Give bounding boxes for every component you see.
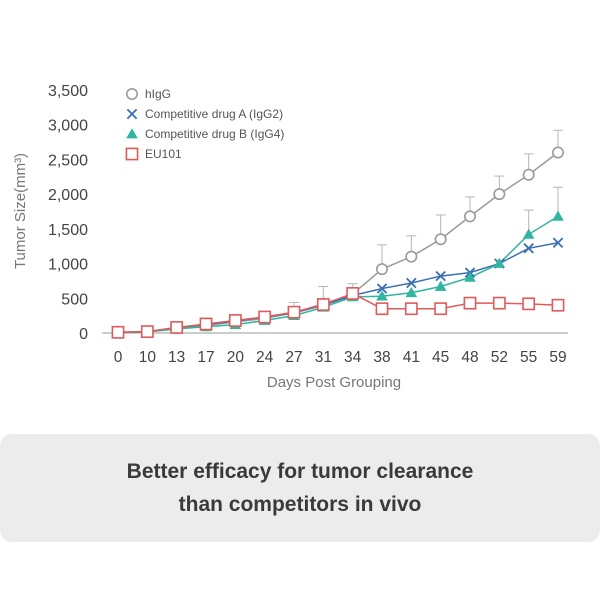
x-tick-label: 34 (344, 349, 362, 366)
x-tick-label: 48 (461, 349, 478, 366)
y-tick-label: 3,000 (48, 118, 88, 135)
y-tick-label: 3,500 (48, 83, 88, 100)
x-tick-label: 38 (373, 349, 390, 366)
legend-label-3: Competitive drug B (IgG4) (145, 127, 284, 141)
legend-marker-4 (125, 147, 139, 161)
x-tick-label: 10 (139, 349, 157, 366)
series-line-1 (117, 151, 559, 334)
y-tick-label: 2,000 (48, 187, 88, 204)
x-tick-label: 0 (114, 349, 123, 366)
data-point-series-4 (111, 325, 125, 339)
data-point-series-4 (228, 314, 242, 327)
legend: hIgG Competitive drug A (IgG2) Competitive… (125, 87, 284, 161)
y-axis-label: Tumor Size(mm³) (12, 153, 29, 269)
data-point-series-3 (405, 286, 418, 298)
data-point-series-1 (493, 188, 506, 201)
x-tick-label: 45 (432, 349, 449, 366)
legend-marker-2 (126, 108, 138, 120)
data-point-series-4 (551, 298, 565, 312)
data-point-series-2 (552, 237, 564, 248)
caption-box: Better efficacy for tumor clearance than… (0, 434, 600, 542)
legend-marker-3 (126, 128, 138, 139)
data-point-series-1 (434, 233, 447, 246)
data-point-series-4 (170, 321, 184, 334)
data-point-series-4 (316, 298, 330, 311)
data-point-series-3 (522, 228, 535, 239)
series-line-3 (117, 215, 559, 334)
data-point-series-4 (140, 325, 154, 339)
x-marker-stroke (552, 237, 564, 248)
data-point-series-4 (346, 287, 360, 300)
data-point-series-1 (551, 146, 564, 159)
data-point-series-3 (493, 257, 506, 268)
x-marker-stroke (406, 277, 417, 289)
x-tick-label: 59 (549, 349, 566, 366)
tumor-size-line-chart: 0 500 1,000 1,500 2,000 2,500 3,000 3,500 0 10 13 1… (12, 83, 568, 391)
data-point-series-2 (376, 283, 388, 294)
y-tick-label: 0 (79, 326, 88, 343)
data-point-series-4 (492, 296, 506, 310)
data-point-series-3 (552, 210, 564, 221)
data-point-series-4 (463, 296, 477, 310)
x-tick-label: 52 (491, 349, 508, 366)
x-tick-label: 24 (256, 349, 274, 366)
x-marker-stroke (376, 283, 388, 294)
x-tick-label: 41 (403, 349, 420, 366)
x-tick-label: 20 (227, 349, 245, 366)
data-point-series-4 (199, 317, 213, 331)
legend-label-4: EU101 (145, 147, 182, 161)
chart-axes: 0 500 1,000 1,500 2,000 2,500 3,000 3,500 0 10 13 1… (48, 83, 568, 366)
x-tick-label: 55 (520, 349, 537, 366)
series-line-4 (117, 292, 559, 334)
legend-label-1: hIgG (145, 87, 171, 101)
series-lines (117, 151, 559, 334)
series-markers (111, 146, 565, 339)
data-point-series-4 (434, 302, 448, 316)
series-line-2 (117, 242, 559, 334)
x-tick-label: 13 (168, 349, 185, 366)
data-point-series-1 (522, 168, 535, 181)
data-point-series-2 (406, 277, 417, 289)
caption-line-2: than competitors in vivo (178, 493, 422, 516)
x-marker-stroke (126, 108, 138, 120)
x-marker-stroke (523, 243, 534, 254)
x-axis-label: Days Post Grouping (267, 374, 401, 391)
data-point-series-4 (404, 302, 418, 316)
y-tick-label: 500 (61, 291, 88, 308)
data-point-series-3 (464, 271, 476, 282)
y-tick-label: 1,000 (48, 257, 88, 274)
x-marker-stroke (435, 270, 446, 282)
data-point-series-4 (258, 310, 272, 324)
x-tick-label: 27 (285, 349, 302, 366)
legend-marker-1 (126, 88, 139, 101)
caption-line-1: Better efficacy for tumor clearance (126, 460, 474, 483)
data-point-series-4 (522, 297, 536, 311)
data-point-series-1 (463, 210, 476, 223)
data-point-series-3 (434, 280, 447, 291)
x-tick-label: 17 (197, 349, 214, 366)
legend-label-2: Competitive drug A (IgG2) (145, 107, 283, 121)
x-tick-label: 31 (315, 349, 332, 366)
data-point-series-1 (375, 263, 388, 276)
data-point-series-2 (523, 243, 534, 254)
data-point-series-1 (405, 250, 418, 263)
data-point-series-3 (376, 290, 388, 301)
data-point-series-2 (435, 270, 446, 282)
y-tick-label: 2,500 (48, 152, 88, 169)
data-point-series-4 (287, 305, 301, 319)
data-point-series-4 (375, 302, 389, 316)
y-tick-label: 1,500 (48, 222, 88, 239)
